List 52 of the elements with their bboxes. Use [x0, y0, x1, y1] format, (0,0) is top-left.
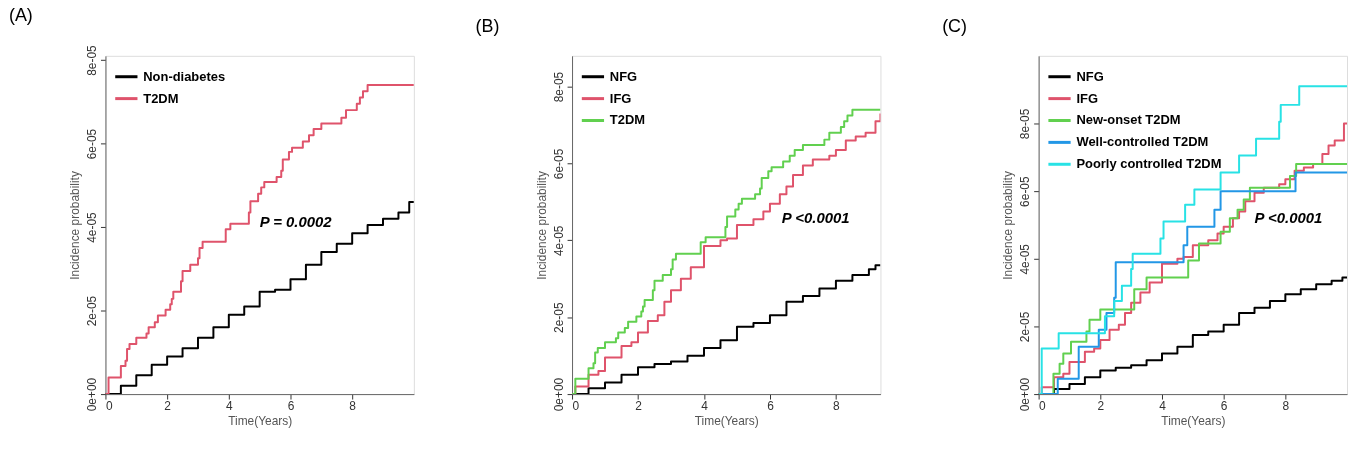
x-axis-title: Time(Years): [694, 414, 759, 429]
y-tick-label: 0e+00: [85, 377, 99, 412]
chart-title: (A): [8, 4, 33, 25]
x-tick-label: 8: [349, 399, 357, 414]
legend-label: Well-controlled T2DM: [1076, 134, 1209, 150]
y-tick-label: 2e-05: [1018, 311, 1033, 343]
legend-label: IFG: [609, 90, 632, 106]
y-tick-label: 0e+00: [551, 377, 566, 412]
y-tick-label: 4e-05: [551, 225, 566, 257]
x-tick-label: 2: [1097, 399, 1105, 414]
x-tick-label: 0: [105, 399, 113, 414]
x-tick-label: 2: [635, 399, 643, 414]
x-tick-label: 6: [767, 399, 775, 414]
y-tick-label: 4e-05: [1018, 243, 1033, 275]
y-tick-label: 2e-05: [551, 302, 566, 333]
x-tick-label: 4: [1159, 399, 1167, 414]
x-tick-label: 0: [572, 399, 580, 414]
y-tick-label: 0e+00: [1018, 377, 1033, 412]
annotation: P = 0.0002: [259, 212, 333, 230]
y-axis-title: Incidence probability: [68, 171, 83, 280]
x-tick-label: 0: [1039, 399, 1047, 414]
x-tick-label: 8: [833, 399, 841, 414]
legend-label: Poorly controlled T2DM: [1076, 156, 1222, 172]
legend-label: Non-diabetes: [143, 68, 226, 84]
annotation: P <0.0001: [1254, 209, 1323, 227]
legend-label: IFG: [1076, 90, 1098, 106]
y-tick-label: 6e-05: [551, 148, 566, 180]
annotation: P <0.0001: [781, 209, 850, 227]
x-tick-label: 2: [164, 399, 172, 414]
y-tick-label: 6e-05: [1018, 176, 1033, 207]
legend-label: T2DM: [143, 90, 179, 106]
y-tick-label: 8e-05: [551, 71, 566, 103]
legend-label: NFG: [1076, 68, 1104, 84]
x-axis-title: Time(Years): [1161, 414, 1226, 429]
y-axis-title: Incidence probability: [534, 171, 549, 280]
y-tick-label: 2e-05: [85, 295, 99, 327]
y-tick-label: 8e-05: [85, 44, 99, 76]
y-tick-label: 8e-05: [1018, 108, 1033, 140]
x-tick-label: 6: [1220, 399, 1228, 414]
legend-label: NFG: [609, 68, 638, 84]
x-tick-label: 4: [701, 399, 709, 414]
legend-label: New-onset T2DM: [1076, 112, 1181, 128]
legend-label: T2DM: [609, 112, 646, 128]
chart-title: (B): [475, 15, 500, 36]
x-tick-label: 4: [225, 399, 233, 414]
y-axis-title: Incidence probability: [1001, 171, 1016, 280]
y-tick-label: 4e-05: [85, 211, 99, 243]
x-tick-label: 8: [1282, 399, 1290, 414]
y-tick-label: 6e-05: [85, 128, 99, 160]
x-axis-title: Time(Years): [228, 414, 293, 429]
x-tick-label: 6: [287, 399, 295, 414]
chart-title: (C): [942, 15, 967, 36]
